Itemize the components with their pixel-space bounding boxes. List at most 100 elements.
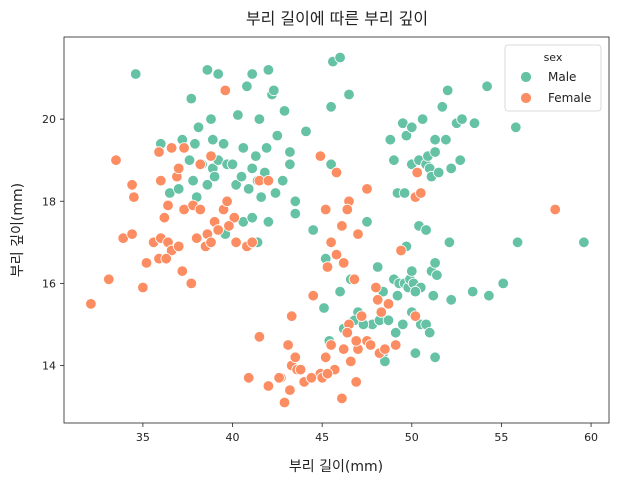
data-points [85, 51, 590, 409]
data-point-male [307, 224, 319, 236]
data-point-male [388, 154, 400, 166]
y-tick-label: 14 [42, 360, 56, 373]
data-point-female [411, 166, 423, 179]
data-point-male [416, 113, 429, 125]
legend-label-male: Male [548, 70, 576, 84]
data-point-male [189, 138, 201, 150]
data-point-female [158, 211, 171, 224]
data-point-male [409, 347, 422, 359]
data-point-female [325, 236, 337, 249]
data-point-male [379, 355, 391, 368]
x-tick-label: 35 [136, 431, 150, 444]
data-point-male [246, 211, 258, 224]
data-point-female [212, 224, 224, 236]
data-point-female [321, 368, 334, 380]
data-point-female [305, 372, 318, 384]
data-point-male [468, 117, 481, 129]
data-point-male [384, 133, 397, 146]
data-point-male [343, 88, 355, 101]
data-point-male [250, 150, 262, 162]
data-point-female [355, 310, 368, 322]
data-point-female [338, 257, 350, 269]
data-point-female [379, 343, 391, 355]
data-point-male [192, 121, 205, 134]
data-point-male [442, 84, 454, 97]
data-point-female [278, 396, 291, 409]
data-point-male [391, 290, 404, 302]
data-point-male [237, 142, 250, 154]
data-point-male [226, 158, 239, 171]
chart-title: 부리 길이에 따른 부리 깊이 [246, 9, 428, 28]
data-point-male [467, 285, 479, 298]
data-point-female [320, 203, 332, 216]
data-point-male [433, 166, 445, 179]
data-point-female [336, 392, 348, 405]
data-point-male [232, 109, 244, 121]
data-point-male [427, 290, 440, 302]
data-point-female [185, 277, 198, 290]
data-point-female [140, 257, 153, 269]
data-point-male [262, 216, 275, 228]
data-point-male [445, 162, 457, 175]
data-point-female [350, 335, 362, 347]
data-point-female [289, 351, 302, 364]
x-tick-label: 45 [315, 431, 329, 444]
data-point-female [294, 363, 307, 376]
data-point-male [397, 318, 409, 331]
x-axis-title: 부리 길이(mm) [289, 459, 383, 475]
data-point-male [284, 158, 296, 171]
data-point-female [307, 290, 319, 302]
data-point-female [128, 191, 140, 203]
data-point-female [172, 162, 185, 175]
data-point-female [320, 351, 332, 364]
data-point-male [443, 236, 456, 249]
data-point-female [228, 211, 241, 224]
x-tick-label: 40 [226, 431, 240, 444]
data-point-male [429, 257, 441, 269]
data-point-female [352, 228, 364, 240]
data-point-male [445, 294, 457, 306]
y-tick-label: 20 [42, 113, 56, 126]
data-point-female [262, 380, 275, 392]
y-tick-label: 16 [42, 277, 56, 290]
data-point-male [205, 113, 217, 125]
data-point-male [420, 224, 432, 236]
data-point-female [390, 339, 402, 351]
data-point-female [395, 244, 407, 257]
legend-label-female: Female [548, 91, 591, 105]
data-point-female [338, 343, 350, 355]
data-point-female [103, 273, 115, 286]
data-point-female [172, 240, 185, 253]
data-point-female [223, 220, 235, 232]
data-point-male [241, 80, 253, 93]
data-point-female [137, 281, 149, 294]
data-point-male [440, 133, 452, 146]
data-point-male [260, 142, 273, 154]
data-point-male [246, 68, 258, 80]
data-point-female [110, 154, 122, 166]
data-point-female [415, 187, 427, 199]
data-point-female [350, 376, 362, 388]
data-point-male [269, 187, 282, 199]
x-tick-label: 50 [405, 431, 419, 444]
legend: sex Male Female [504, 44, 602, 112]
data-point-male [497, 277, 509, 290]
data-point-male [183, 154, 196, 166]
data-point-female [330, 166, 343, 179]
legend-marker-male [520, 71, 532, 83]
data-point-female [549, 203, 561, 216]
data-point-male [398, 187, 411, 199]
data-point-female [219, 84, 232, 97]
data-point-male [382, 314, 395, 327]
data-point-male [429, 351, 441, 364]
data-point-male [253, 113, 266, 125]
data-point-male [172, 183, 185, 195]
data-point-female [230, 236, 242, 249]
data-point-male [129, 68, 142, 80]
data-point-female [330, 248, 343, 261]
data-point-male [262, 64, 275, 76]
data-point-male [289, 207, 302, 220]
data-point-female [345, 355, 357, 368]
data-point-male [289, 195, 302, 208]
